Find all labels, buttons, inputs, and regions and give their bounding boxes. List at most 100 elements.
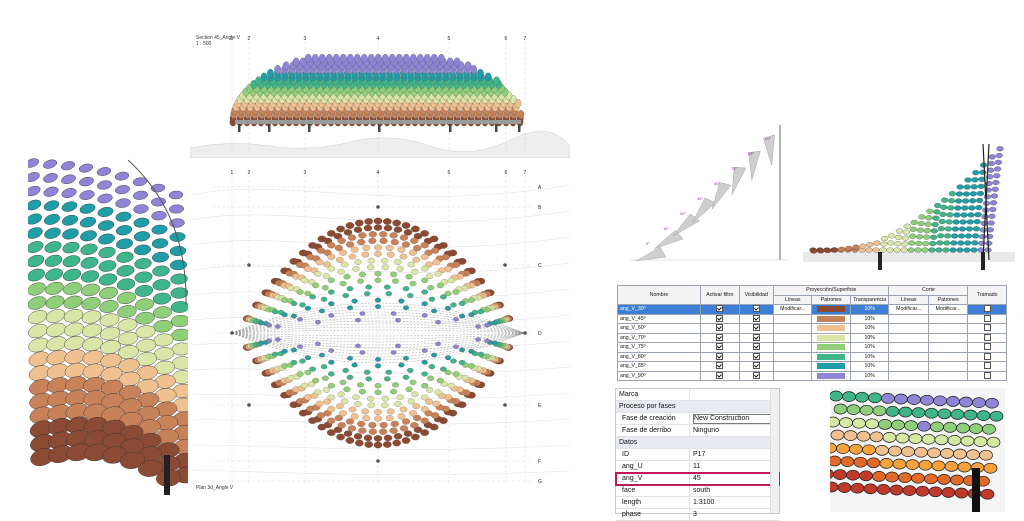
lines-override-cell[interactable] (772, 323, 813, 334)
transparency-cell[interactable]: 10% (849, 323, 890, 334)
cut-lines-cell[interactable] (888, 342, 929, 353)
filter-name[interactable]: ang_V_80º (616, 351, 702, 362)
halftone-checkbox[interactable] (967, 351, 1007, 362)
cut-patterns-cell[interactable] (927, 351, 969, 362)
enable-checkbox[interactable] (700, 361, 740, 372)
transparency-cell[interactable]: 10% (849, 370, 890, 381)
halftone-checkbox[interactable] (967, 370, 1007, 381)
enable-checkbox[interactable] (700, 304, 740, 315)
halftone-checkbox[interactable] (967, 313, 1007, 324)
phases-group-header[interactable]: Proceso por fases ⌃ (616, 401, 779, 413)
cut-patterns-cell[interactable] (927, 313, 969, 324)
halftone-checkbox[interactable] (967, 304, 1007, 315)
cut-lines-cell[interactable] (888, 332, 929, 343)
ang-v-field[interactable]: 45 (689, 473, 779, 484)
filter-name[interactable]: ang_V_60º (616, 323, 702, 334)
lines-override-cell[interactable]: Modificar... (772, 304, 813, 315)
filter-row[interactable]: ang_V_60º 10% (616, 323, 1007, 334)
col-enable-header[interactable]: Activar filtro (700, 285, 740, 305)
phase-field[interactable]: 3 (689, 509, 779, 520)
visibility-checkbox[interactable] (738, 323, 774, 334)
pattern-swatch[interactable] (811, 313, 851, 324)
cut-lines-cell[interactable] (888, 323, 929, 334)
checkbox[interactable] (716, 333, 724, 341)
filter-name[interactable]: ang_V_90º (616, 370, 702, 381)
cut-lines-cell[interactable] (888, 313, 929, 324)
filter-name[interactable]: ang_V_70º (616, 332, 702, 343)
cut-patterns-cell[interactable]: Modificar... (927, 304, 969, 315)
color-swatch[interactable] (816, 334, 846, 341)
checkbox[interactable] (716, 324, 724, 332)
col-halftone-header[interactable]: Tramado (967, 285, 1007, 305)
length-field[interactable]: 1.3100 (689, 497, 779, 508)
pattern-swatch[interactable] (811, 332, 851, 343)
visibility-checkbox[interactable] (738, 342, 774, 353)
marca-value[interactable] (689, 389, 779, 400)
checkbox[interactable] (983, 371, 991, 379)
filter-row[interactable]: ang_V_90º 10% (616, 370, 1007, 381)
enable-checkbox[interactable] (700, 342, 740, 353)
filter-row[interactable]: ang_V_80º 10% (616, 351, 1007, 362)
pattern-swatch[interactable] (811, 361, 851, 372)
visibility-checkbox[interactable] (738, 370, 774, 381)
checkbox[interactable] (752, 371, 760, 379)
visibility-checkbox[interactable] (738, 332, 774, 343)
checkbox[interactable] (983, 305, 991, 313)
checkbox[interactable] (752, 352, 760, 360)
color-swatch[interactable] (816, 372, 846, 379)
checkbox[interactable] (983, 324, 991, 332)
face-field[interactable]: south (689, 485, 779, 496)
transparency-cell[interactable]: 10% (849, 313, 890, 324)
filter-name[interactable]: ang_V_85º (616, 361, 702, 372)
color-swatch[interactable] (816, 353, 846, 360)
visibility-checkbox[interactable] (738, 361, 774, 372)
enable-checkbox[interactable] (700, 313, 740, 324)
transparency-cell[interactable]: 10% (849, 304, 890, 315)
lines-override-cell[interactable] (772, 370, 813, 381)
visibility-checkbox[interactable] (738, 351, 774, 362)
color-swatch[interactable] (816, 325, 846, 332)
checkbox[interactable] (752, 314, 760, 322)
marca-row[interactable]: Marca (616, 389, 779, 401)
enable-checkbox[interactable] (700, 351, 740, 362)
color-swatch[interactable] (816, 344, 846, 351)
color-swatch[interactable] (816, 306, 846, 313)
pattern-swatch[interactable] (811, 351, 851, 362)
filter-name[interactable]: ang_V_30º (616, 304, 702, 315)
lines-override-cell[interactable] (772, 351, 813, 362)
checkbox[interactable] (752, 324, 760, 332)
lines-override-cell[interactable] (772, 332, 813, 343)
filter-row[interactable]: ang_V_30º Modificar... 10% Modificar... Modi… (616, 304, 1007, 315)
filter-row[interactable]: ang_V_70º 10% (616, 332, 1007, 343)
checkbox[interactable] (983, 362, 991, 370)
checkbox[interactable] (716, 314, 724, 322)
cut-lines-cell[interactable] (888, 361, 929, 372)
transparency-cell[interactable]: 10% (849, 351, 890, 362)
halftone-checkbox[interactable] (967, 332, 1007, 343)
pattern-swatch[interactable] (811, 304, 851, 315)
color-swatch[interactable] (816, 363, 846, 370)
cut-patterns-cell[interactable] (927, 361, 969, 372)
col-visibility-header[interactable]: Visibilidad (738, 285, 774, 305)
lines-override-cell[interactable] (772, 313, 813, 324)
halftone-checkbox[interactable] (967, 342, 1007, 353)
phase-demolished-field[interactable]: Ninguno (689, 425, 779, 436)
checkbox[interactable] (752, 362, 760, 370)
pattern-swatch[interactable] (811, 323, 851, 334)
filter-name[interactable]: ang_V_75º (616, 342, 702, 353)
checkbox[interactable] (983, 343, 991, 351)
lines-override-cell[interactable] (772, 361, 813, 372)
checkbox[interactable] (716, 362, 724, 370)
data-group-header[interactable]: Datos ⌃ (616, 437, 779, 449)
pattern-swatch[interactable] (811, 370, 851, 381)
transparency-cell[interactable]: 10% (849, 361, 890, 372)
col-name-header[interactable]: Nombre (616, 285, 702, 305)
filter-row[interactable]: ang_V_75º 10% (616, 342, 1007, 353)
halftone-checkbox[interactable] (967, 323, 1007, 334)
checkbox[interactable] (983, 333, 991, 341)
visibility-checkbox[interactable] (738, 304, 774, 315)
enable-checkbox[interactable] (700, 370, 740, 381)
lines-override-cell[interactable] (772, 342, 813, 353)
filter-name[interactable]: ang_V_45º (616, 313, 702, 324)
checkbox[interactable] (716, 352, 724, 360)
